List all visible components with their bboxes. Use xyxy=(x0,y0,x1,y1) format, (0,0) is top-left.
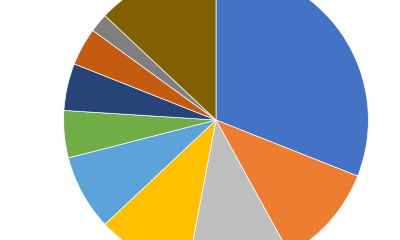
Text: Texas: Texas xyxy=(292,152,313,161)
Wedge shape xyxy=(105,0,216,120)
Wedge shape xyxy=(216,120,358,240)
Text: 13%: 13% xyxy=(183,30,201,39)
Wedge shape xyxy=(105,120,216,240)
Text: 5%: 5% xyxy=(126,141,138,150)
Text: 8%: 8% xyxy=(134,178,147,186)
Text: Georgia: Georgia xyxy=(292,71,322,80)
Text: New York: New York xyxy=(150,196,186,205)
Text: 5%: 5% xyxy=(126,111,138,120)
Text: 10%: 10% xyxy=(159,215,177,223)
Text: Kentucky: Kentucky xyxy=(228,202,263,211)
Text: 31%: 31% xyxy=(292,89,310,98)
Text: 11%: 11% xyxy=(292,170,310,179)
Text: Nebraska: Nebraska xyxy=(126,93,162,102)
Text: Colorado: Colorado xyxy=(140,47,174,56)
Text: 2%: 2% xyxy=(140,65,153,74)
Text: California: California xyxy=(122,159,159,168)
Text: North Carolina: North Carolina xyxy=(126,122,182,131)
Text: Washington: Washington xyxy=(126,71,171,80)
Wedge shape xyxy=(188,120,290,240)
Wedge shape xyxy=(93,16,216,120)
Wedge shape xyxy=(74,30,216,120)
Wedge shape xyxy=(64,110,216,158)
Wedge shape xyxy=(68,120,216,224)
Wedge shape xyxy=(64,64,216,120)
Wedge shape xyxy=(216,0,368,176)
Text: 4%: 4% xyxy=(126,89,138,98)
